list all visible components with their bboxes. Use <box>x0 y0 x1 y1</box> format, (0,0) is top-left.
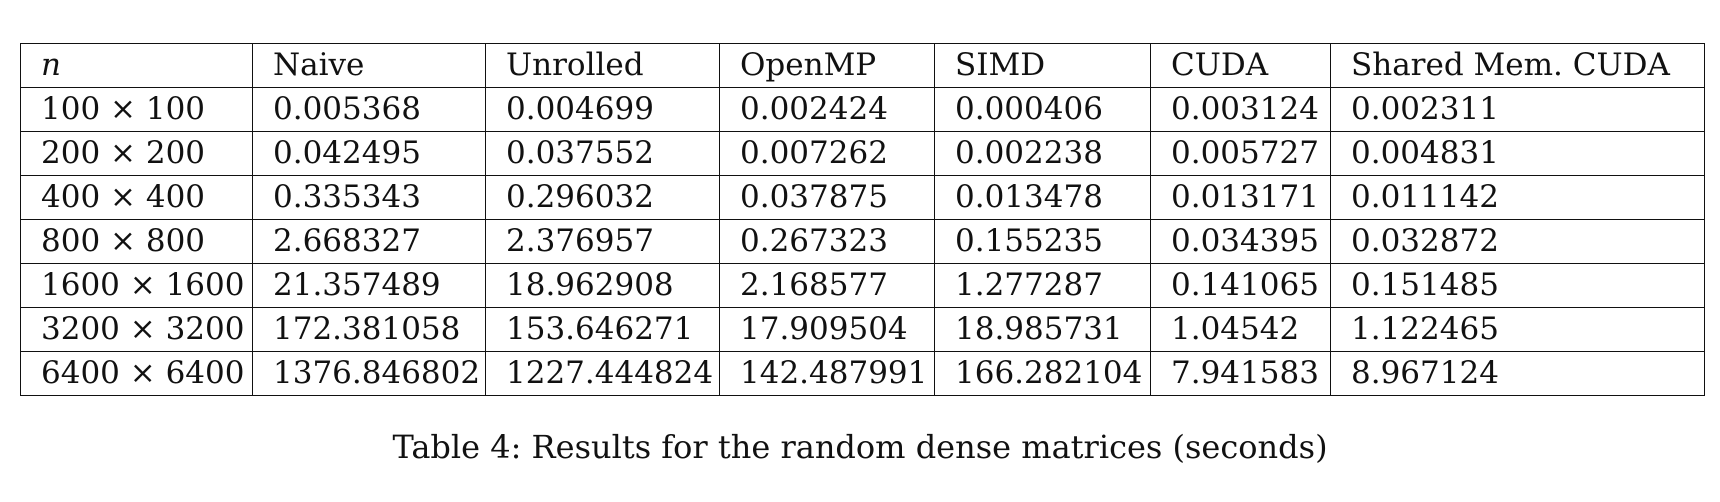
table-cell: 8.967124 <box>1330 351 1705 396</box>
column-header-naive: Naive <box>252 43 486 88</box>
table-cell: 17.909504 <box>719 307 935 352</box>
table-cell: 0.002424 <box>719 87 935 132</box>
table-row: 6400 × 6400 1376.846802 1227.444824 142.… <box>20 351 1705 396</box>
table-cell: 1600 × 1600 <box>20 263 253 308</box>
table-cell: 0.004699 <box>485 87 720 132</box>
table-cell: 0.037875 <box>719 175 935 220</box>
table-cell: 0.004831 <box>1330 131 1705 176</box>
table-cell: 0.141065 <box>1150 263 1331 308</box>
table-cell: 0.007262 <box>719 131 935 176</box>
table-cell: 21.357489 <box>252 263 486 308</box>
table-cell: 0.003124 <box>1150 87 1331 132</box>
table-cell: 7.941583 <box>1150 351 1331 396</box>
table-cell: 0.296032 <box>485 175 720 220</box>
table-cell: 166.282104 <box>934 351 1151 396</box>
table-cell: 2.168577 <box>719 263 935 308</box>
table-cell: 800 × 800 <box>20 219 253 264</box>
table-caption: Table 4: Results for the random dense ma… <box>392 428 1328 466</box>
table-cell: 153.646271 <box>485 307 720 352</box>
table-cell: 18.985731 <box>934 307 1151 352</box>
column-header-simd: SIMD <box>934 43 1151 88</box>
table-cell: 0.013478 <box>934 175 1151 220</box>
table-cell: 200 × 200 <box>20 131 253 176</box>
table-cell: 142.487991 <box>719 351 935 396</box>
column-header-cuda: CUDA <box>1150 43 1331 88</box>
table-row: 800 × 800 2.668327 2.376957 0.267323 0.1… <box>20 219 1705 264</box>
results-table: n Naive Unrolled OpenMP SIMD CUDA Shared… <box>20 43 1705 396</box>
column-header-openmp: OpenMP <box>719 43 935 88</box>
table-cell: 2.376957 <box>485 219 720 264</box>
table-cell: 100 × 100 <box>20 87 253 132</box>
table-cell: 0.005727 <box>1150 131 1331 176</box>
column-header-n: n <box>20 43 253 88</box>
column-header-shared-mem-cuda: Shared Mem. CUDA <box>1330 43 1705 88</box>
table-row: 400 × 400 0.335343 0.296032 0.037875 0.0… <box>20 175 1705 220</box>
table-cell: 172.381058 <box>252 307 486 352</box>
table-cell: 3200 × 3200 <box>20 307 253 352</box>
table-cell: 0.002311 <box>1330 87 1705 132</box>
table-cell: 0.335343 <box>252 175 486 220</box>
table-cell: 0.034395 <box>1150 219 1331 264</box>
table-cell: 0.000406 <box>934 87 1151 132</box>
table-cell: 0.011142 <box>1330 175 1705 220</box>
previous-text-fragment <box>0 0 1720 10</box>
table-row: 100 × 100 0.005368 0.004699 0.002424 0.0… <box>20 87 1705 132</box>
table-cell: 1.04542 <box>1150 307 1331 352</box>
table-cell: 0.005368 <box>252 87 486 132</box>
table-cell: 400 × 400 <box>20 175 253 220</box>
table-cell: 0.002238 <box>934 131 1151 176</box>
table-row: 200 × 200 0.042495 0.037552 0.007262 0.0… <box>20 131 1705 176</box>
table-row: 3200 × 3200 172.381058 153.646271 17.909… <box>20 307 1705 352</box>
table-cell: 0.155235 <box>934 219 1151 264</box>
table-cell: 6400 × 6400 <box>20 351 253 396</box>
table-cell: 0.013171 <box>1150 175 1331 220</box>
table-cell: 1376.846802 <box>252 351 486 396</box>
table-cell: 18.962908 <box>485 263 720 308</box>
table-cell: 1.122465 <box>1330 307 1705 352</box>
table-cell: 0.042495 <box>252 131 486 176</box>
column-header-unrolled: Unrolled <box>485 43 720 88</box>
table-cell: 2.668327 <box>252 219 486 264</box>
table-cell: 0.037552 <box>485 131 720 176</box>
table-cell: 0.151485 <box>1330 263 1705 308</box>
table-cell: 1227.444824 <box>485 351 720 396</box>
table-cell: 0.267323 <box>719 219 935 264</box>
table-cell: 1.277287 <box>934 263 1151 308</box>
table-header-row: n Naive Unrolled OpenMP SIMD CUDA Shared… <box>20 43 1705 88</box>
table-cell: 0.032872 <box>1330 219 1705 264</box>
table-row: 1600 × 1600 21.357489 18.962908 2.168577… <box>20 263 1705 308</box>
